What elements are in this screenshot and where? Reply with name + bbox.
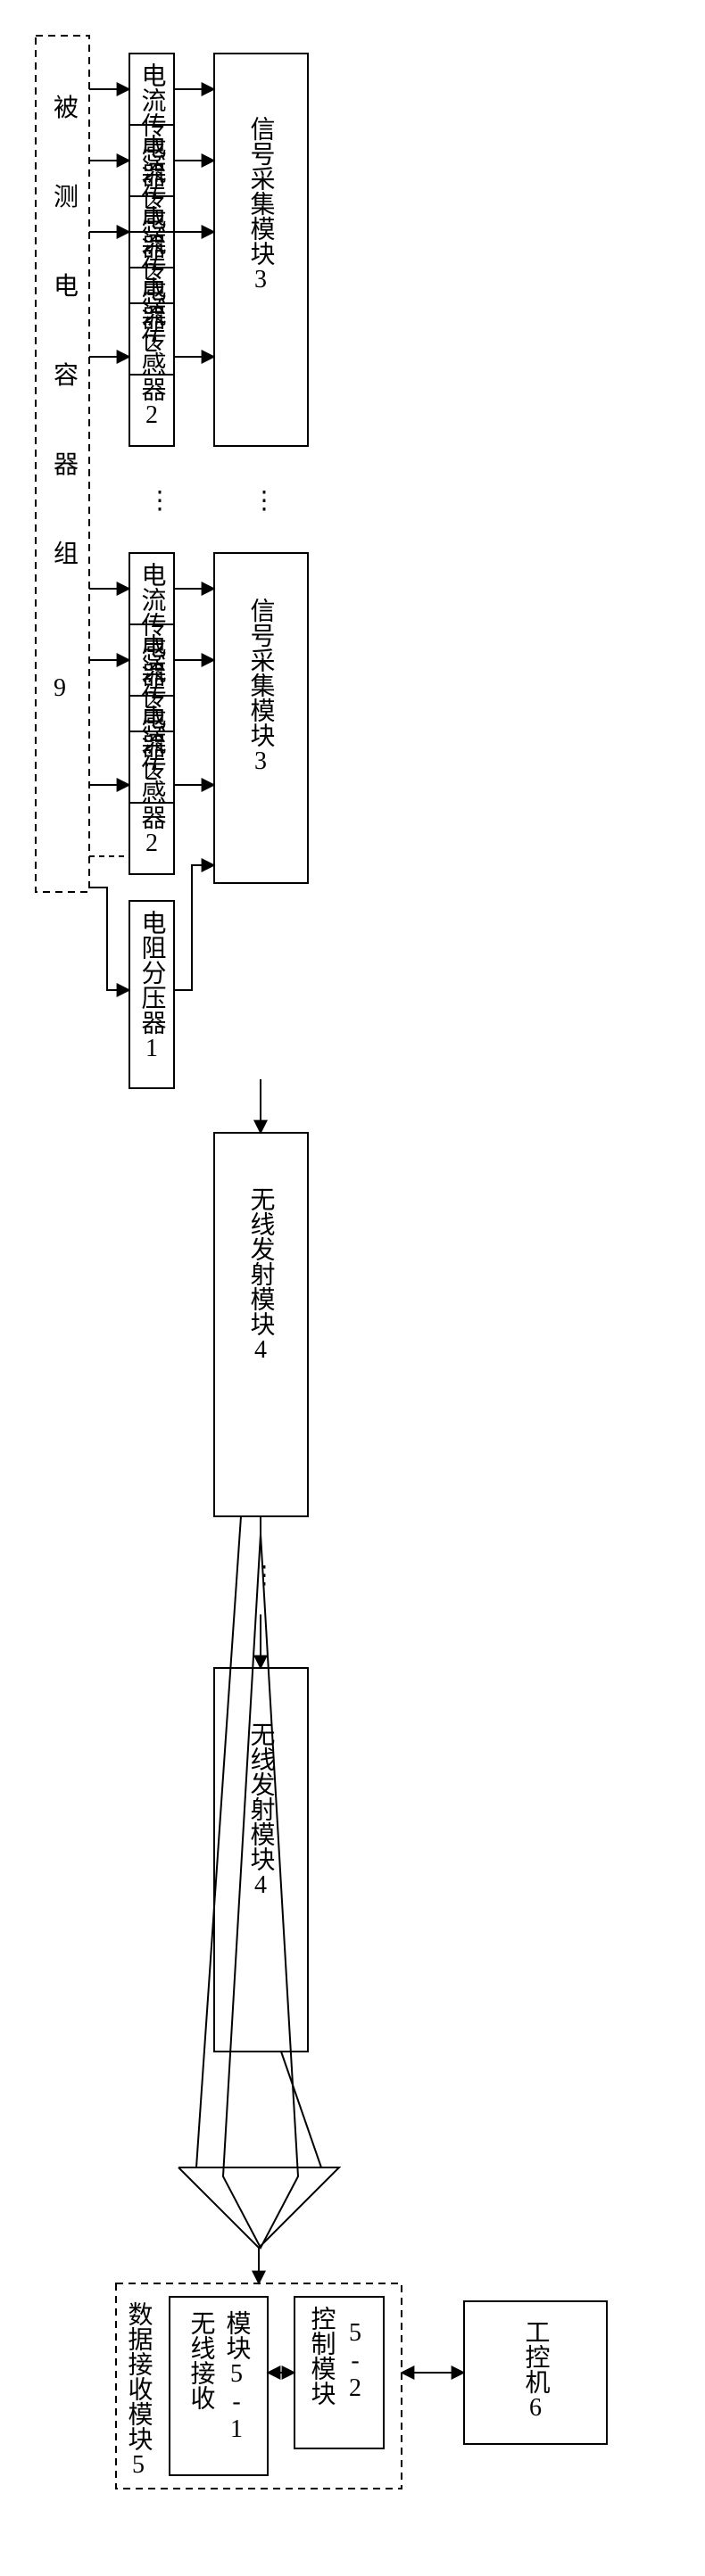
capacitor-bank-label: 被 测 电 容 器 组 9 xyxy=(54,94,85,702)
ellipsis-icon: ⋮ xyxy=(252,487,277,515)
diagram-root: 被 测 电 容 器 组 9 电流传感器2 电流传感器2 电流传感器2 电流传感器… xyxy=(0,0,705,2576)
signal-acq-top-label: 信号采集模块3 xyxy=(247,116,276,293)
tx-top-label: 无线发射模块4 xyxy=(247,1186,276,1364)
rx-control-label-l2: 5-2 xyxy=(342,2319,369,2402)
rx-wireless-label-l1: 无线接收 xyxy=(187,2310,216,2410)
rx-container-label: 数据接收模块5 xyxy=(125,2301,153,2479)
current-sensor-label: 电流传感器2 xyxy=(138,277,167,429)
ellipsis-icon: ⋮ xyxy=(147,487,172,515)
resistor-divider-label: 电阻分压器1 xyxy=(138,910,167,1062)
ipc-label: 工控机6 xyxy=(522,2319,551,2422)
tx-bottom-label: 无线发射模块4 xyxy=(247,1721,276,1899)
current-sensor-label: 电流传感器2 xyxy=(138,705,167,857)
sensor-group-bottom: 电流传感器2 电流传感器2 电流传感器2 电阻分压器1 xyxy=(129,553,174,1088)
rx-wireless-label-l2: 模块5-1 xyxy=(223,2310,252,2443)
rx-wireless-box xyxy=(170,2297,268,2475)
arrow xyxy=(174,865,214,990)
arrow xyxy=(89,888,129,990)
wireless-arrow-icon xyxy=(178,1516,339,2283)
signal-acq-bottom-label: 信号采集模块3 xyxy=(247,598,276,775)
rx-control-label-l1: 控制模块 xyxy=(308,2306,336,2406)
sensor-group-top: 电流传感器2 电流传感器2 电流传感器2 电流传感器2 xyxy=(129,54,174,446)
